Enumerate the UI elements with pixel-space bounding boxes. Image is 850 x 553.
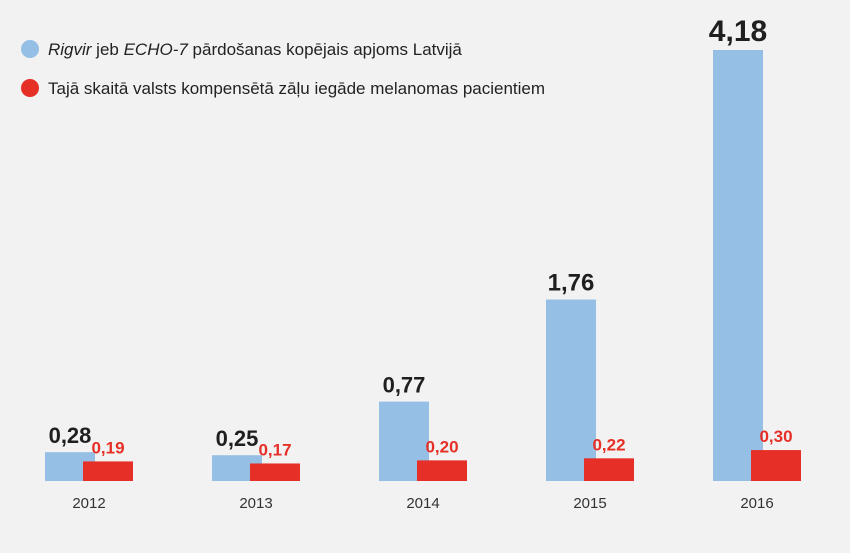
data-label-total-2015: 1,76 (548, 270, 595, 297)
legend-item-1: Rigvir jeb ECHO-7 pārdošanas kopējais ap… (21, 40, 462, 59)
x-tick-label-2016: 2016 (740, 495, 773, 512)
data-label-compensated-2016: 0,30 (759, 427, 792, 446)
legend-label-2: Tajā skaitā valsts kompensētā zāļu iegād… (48, 79, 545, 98)
legend: Rigvir jeb ECHO-7 pārdošanas kopējais ap… (21, 40, 545, 98)
data-labels: 0,28 0,19 0,25 0,17 0,77 0,20 1,76 0,22 4,18 0,30 (49, 15, 793, 459)
bar-compensated-2012 (83, 461, 133, 481)
data-label-total-2014: 0,77 (383, 373, 426, 398)
bar-total-2016 (713, 50, 763, 481)
data-label-compensated-2014: 0,20 (425, 437, 458, 456)
legend-label-1: Rigvir jeb ECHO-7 pārdošanas kopējais ap… (48, 40, 462, 59)
x-tick-label-2013: 2013 (239, 495, 272, 512)
bar-total-2015 (546, 299, 596, 481)
bar-compensated-2014 (417, 460, 467, 481)
data-label-compensated-2015: 0,22 (592, 435, 625, 454)
x-tick-label-2012: 2012 (72, 495, 105, 512)
legend-marker-2 (21, 79, 39, 97)
bar-compensated-2015 (584, 458, 634, 481)
data-label-total-2016: 4,18 (709, 15, 767, 48)
data-label-compensated-2012: 0,19 (91, 438, 124, 457)
bar-compensated-2013 (250, 463, 300, 481)
data-label-total-2013: 0,25 (216, 426, 259, 451)
bars (45, 50, 801, 481)
legend-marker-1 (21, 40, 39, 58)
x-tick-label-2015: 2015 (573, 495, 606, 512)
data-label-total-2012: 0,28 (49, 423, 92, 448)
x-axis-ticks: 2012 2013 2014 2015 2016 (72, 495, 773, 512)
legend-item-2: Tajā skaitā valsts kompensētā zāļu iegād… (21, 79, 545, 98)
data-label-compensated-2013: 0,17 (258, 440, 291, 459)
bar-compensated-2016 (751, 450, 801, 481)
x-tick-label-2014: 2014 (406, 495, 439, 512)
